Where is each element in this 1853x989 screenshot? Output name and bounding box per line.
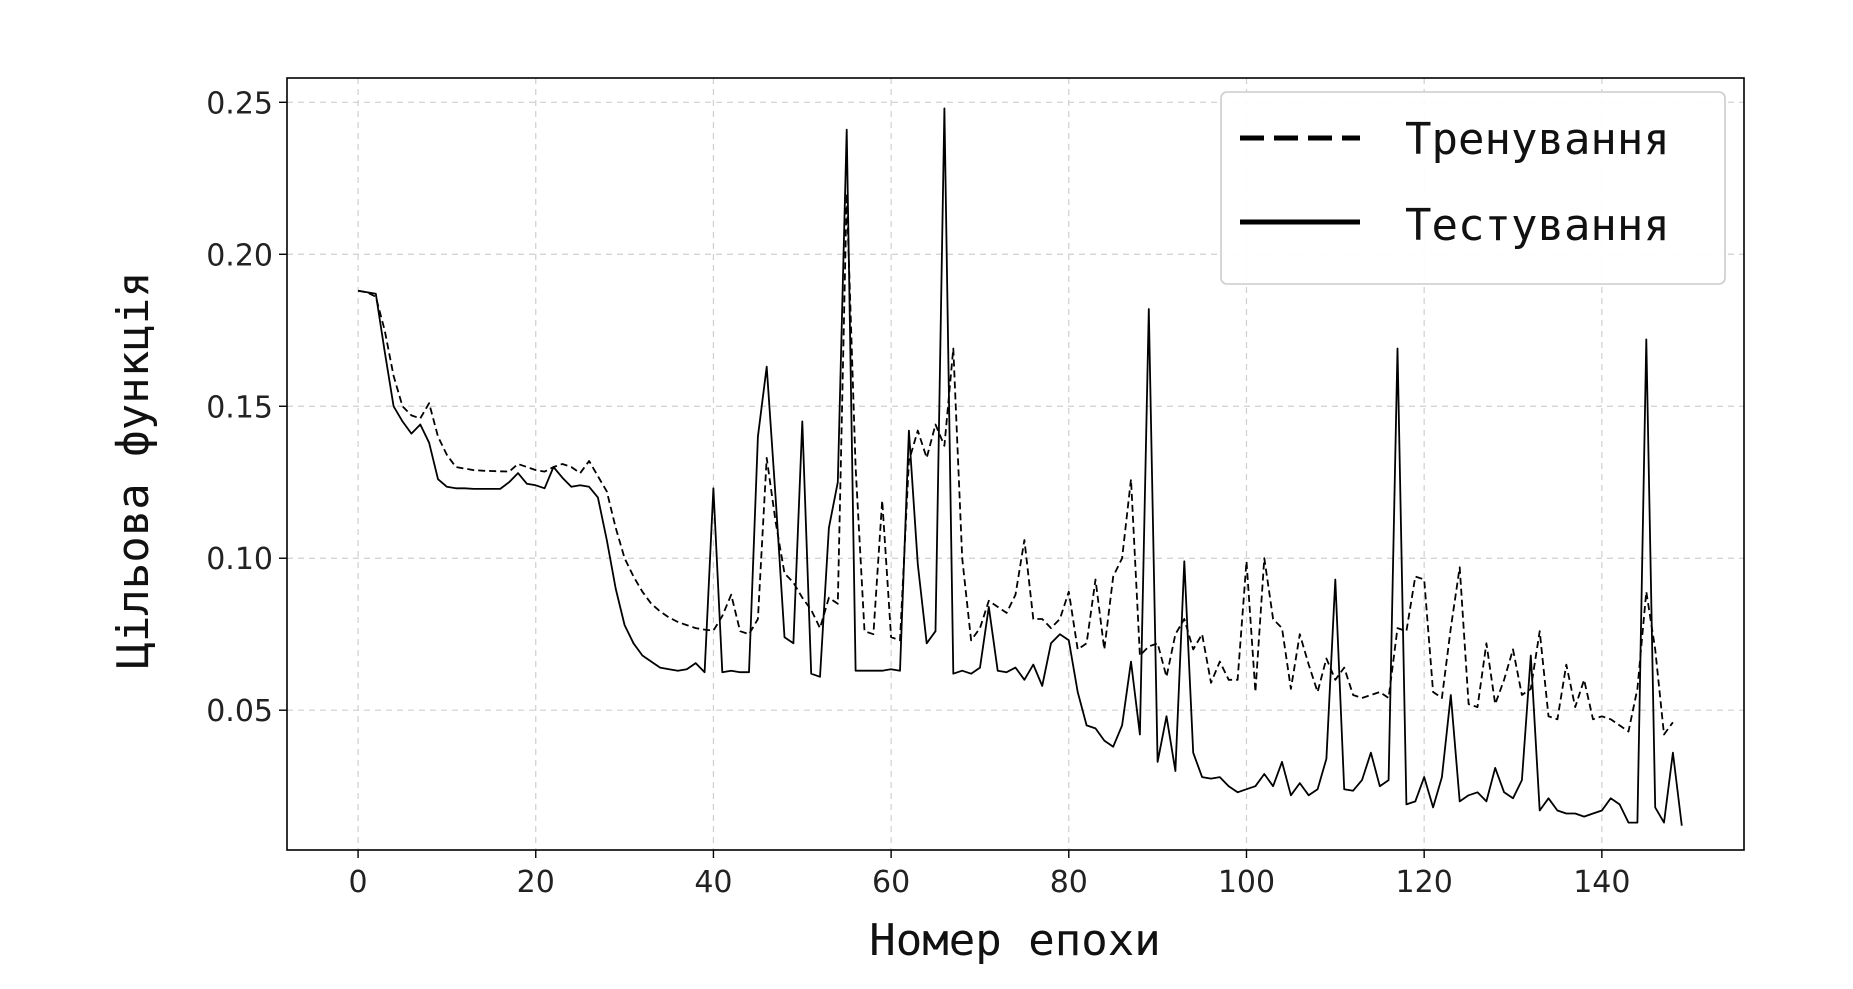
x-tick-label: 80 [1050,865,1088,900]
y-tick-label: 0.15 [206,390,273,425]
y-tick-label: 0.25 [206,86,273,121]
x-tick-label: 60 [872,865,910,900]
x-tick-label: 0 [349,865,368,900]
tick-labels: 0 20 40 60 80 100 120 140 0.05 0.10 0.15 0.20 0.25 [206,86,1630,900]
series-line-training [357,192,1674,736]
x-tick-label: 20 [517,865,555,900]
x-tick-label: 40 [694,865,732,900]
y-axis-title: Цільова функція [108,271,159,668]
x-tick-label: 100 [1218,865,1275,900]
x-axis-title: Номер епохи [869,915,1160,966]
series-layer [357,107,1683,826]
tick-marks [279,101,1603,858]
legend-label-training: Тренування [1405,114,1670,165]
plot-frame [286,77,1745,851]
x-tick-label: 140 [1573,865,1630,900]
legend-label-testing: Тестування [1405,200,1670,251]
y-tick-label: 0.05 [206,694,273,729]
x-tick-label: 120 [1396,865,1453,900]
y-tick-label: 0.10 [206,542,273,577]
y-tick-label: 0.20 [206,238,273,273]
series-line-testing [357,107,1683,826]
legend: Тренування Тестування [1220,91,1726,285]
